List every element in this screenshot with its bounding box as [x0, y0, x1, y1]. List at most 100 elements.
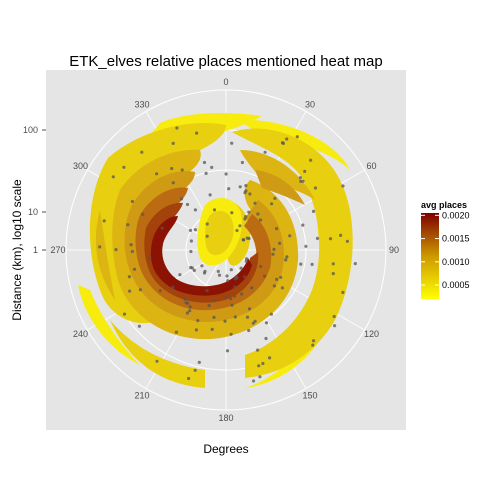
- data-point: [304, 244, 308, 248]
- data-point: [345, 239, 349, 243]
- data-point: [202, 271, 207, 275]
- data-point: [128, 289, 132, 293]
- data-point: [102, 219, 106, 223]
- data-point: [155, 172, 159, 176]
- data-point: [275, 227, 279, 231]
- data-point: [301, 223, 305, 227]
- data-point: [212, 299, 216, 303]
- x-axis-title: Degrees: [203, 442, 248, 456]
- data-point: [258, 218, 263, 222]
- angle-tick-label: 180: [218, 413, 233, 423]
- data-point: [224, 295, 228, 299]
- angle-tick-label: 60: [366, 161, 376, 171]
- data-point: [122, 312, 127, 316]
- legend-title: avg places: [421, 200, 467, 210]
- data-point: [312, 339, 316, 343]
- data-point: [341, 290, 345, 294]
- data-point: [288, 234, 292, 238]
- data-point: [272, 284, 276, 288]
- data-point: [193, 368, 197, 372]
- contour-band: [205, 210, 234, 256]
- data-point: [313, 186, 318, 190]
- data-point: [188, 228, 193, 232]
- data-point: [298, 176, 302, 180]
- data-point: [253, 319, 257, 323]
- data-point: [244, 184, 248, 188]
- data-point: [250, 286, 254, 290]
- data-point: [230, 141, 234, 145]
- data-point: [174, 330, 178, 334]
- data-point: [248, 192, 252, 196]
- data-point: [204, 171, 208, 175]
- data-point: [247, 328, 251, 333]
- data-point: [224, 172, 228, 176]
- data-point: [233, 294, 237, 298]
- angle-tick-label: 240: [73, 329, 88, 339]
- data-point: [333, 324, 337, 328]
- data-point: [141, 212, 145, 216]
- data-point: [258, 375, 262, 379]
- data-point: [148, 256, 152, 260]
- data-point: [263, 150, 267, 154]
- data-point: [332, 314, 336, 319]
- data-point: [223, 319, 227, 323]
- contour-band: [125, 112, 262, 180]
- legend-tick-label: 0.0015: [442, 234, 470, 244]
- data-point: [270, 202, 274, 206]
- legend-tick-label: 0.0020: [442, 210, 470, 220]
- data-point: [183, 297, 187, 301]
- angle-tick-label: 90: [389, 245, 399, 255]
- data-point: [280, 286, 284, 290]
- data-point: [233, 315, 237, 319]
- radial-tick-label: 10: [28, 207, 38, 217]
- data-point: [188, 305, 192, 309]
- data-point: [295, 135, 299, 139]
- contour-band: [255, 170, 305, 205]
- contour-band: [240, 150, 315, 200]
- data-point: [244, 215, 248, 219]
- data-point: [127, 275, 131, 279]
- data-point: [245, 236, 249, 240]
- angle-tick-label: 210: [134, 391, 149, 401]
- data-point: [160, 226, 164, 230]
- data-point: [240, 292, 244, 296]
- data-point: [212, 208, 217, 212]
- data-point: [187, 376, 191, 381]
- data-point: [207, 303, 211, 308]
- data-point: [235, 228, 239, 233]
- data-point: [238, 185, 242, 189]
- radial-tick-labels: 1 10 100: [23, 125, 46, 255]
- data-point: [243, 275, 247, 279]
- data-point: [210, 165, 214, 169]
- data-point: [253, 201, 257, 205]
- data-point: [225, 349, 230, 353]
- legend-colorbar: [421, 213, 439, 299]
- radial-tick-label: 1: [33, 245, 38, 255]
- data-point: [171, 181, 175, 185]
- data-point: [280, 141, 285, 145]
- data-point: [310, 262, 314, 266]
- angle-tick-label: 300: [73, 161, 88, 171]
- data-point: [341, 184, 345, 188]
- data-point: [311, 209, 316, 213]
- data-point: [229, 332, 233, 336]
- data-point: [186, 301, 190, 305]
- angle-tick-label: 330: [134, 100, 149, 110]
- data-point: [98, 245, 102, 249]
- data-point: [269, 312, 273, 316]
- angle-tick-label: 150: [302, 391, 317, 401]
- data-point: [210, 327, 214, 331]
- data-point: [155, 359, 159, 363]
- data-points: [98, 126, 357, 383]
- data-point: [130, 249, 134, 254]
- data-point: [278, 241, 282, 245]
- data-point: [205, 289, 209, 293]
- data-point: [244, 259, 248, 263]
- data-point: [271, 252, 275, 256]
- data-point: [178, 273, 182, 277]
- data-point: [256, 348, 260, 352]
- data-point: [200, 264, 204, 268]
- data-point: [179, 197, 184, 201]
- data-point: [126, 223, 130, 227]
